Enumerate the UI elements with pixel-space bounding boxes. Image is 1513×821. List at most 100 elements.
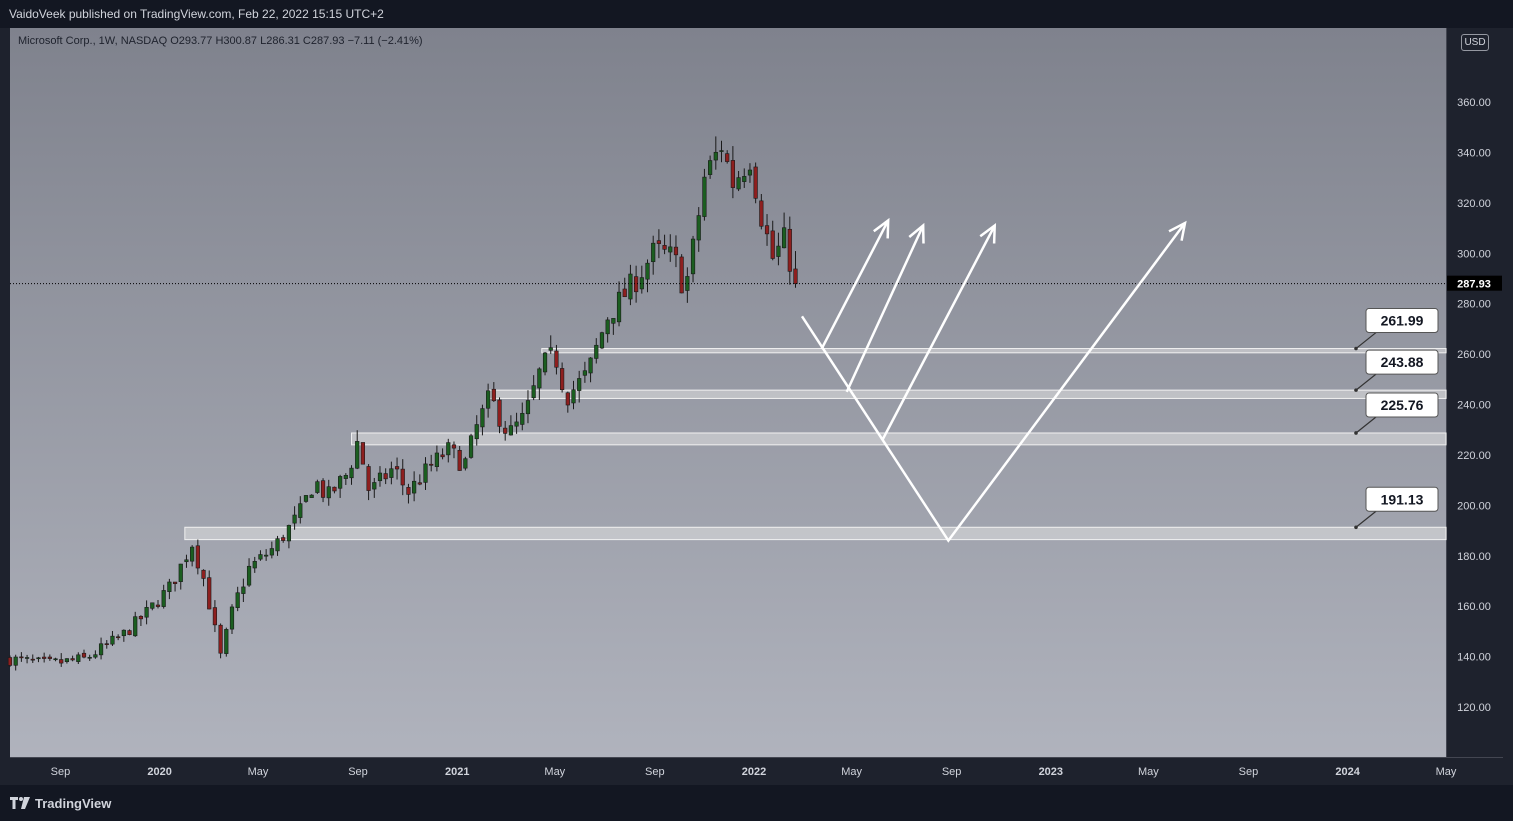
candle	[713, 136, 718, 170]
bounce-arrow	[881, 224, 996, 441]
candle-body	[451, 444, 457, 449]
price-axis	[1446, 28, 1503, 757]
last-price-tag	[1447, 275, 1502, 291]
candle-body	[486, 390, 491, 409]
candle	[332, 486, 337, 494]
tradingview-logo[interactable]: TradingView	[10, 796, 111, 811]
candle	[594, 338, 599, 364]
y-tick-label: 300.00	[1457, 248, 1491, 260]
candle-body	[491, 388, 496, 402]
candle	[451, 441, 457, 459]
candle-body	[719, 150, 724, 152]
candle	[161, 584, 166, 609]
candle-body	[133, 616, 138, 637]
candle-body	[554, 350, 559, 368]
candle	[144, 600, 149, 625]
zone-price-callout: 191.13	[1354, 486, 1439, 530]
candle	[417, 474, 422, 486]
candle-body	[138, 615, 144, 620]
candle-body	[150, 602, 155, 609]
candle	[571, 380, 576, 410]
candle	[36, 656, 41, 663]
candle	[719, 140, 724, 163]
candle	[70, 655, 75, 662]
candle-body	[235, 592, 240, 608]
candle-body	[389, 468, 394, 478]
candle-body	[725, 153, 730, 162]
candle	[275, 535, 280, 556]
candle-body	[292, 514, 297, 524]
tradingview-logo-icon	[10, 797, 30, 809]
candle	[366, 464, 371, 501]
candle-body	[377, 472, 383, 482]
candle	[320, 478, 326, 503]
candle-body	[782, 227, 787, 249]
candle	[577, 370, 582, 403]
candle	[537, 367, 542, 400]
x-tick-label: May	[248, 766, 269, 778]
x-tick-label: Sep	[348, 766, 368, 778]
candle-body	[212, 607, 218, 626]
candle	[429, 454, 434, 472]
x-tick-label: Sep	[51, 766, 71, 778]
candle	[338, 474, 343, 498]
candle-body	[417, 482, 422, 485]
candle-body	[662, 245, 667, 250]
candle-body	[560, 368, 565, 391]
candle-body	[793, 268, 798, 284]
candle	[298, 496, 303, 524]
callout-pointer	[1355, 510, 1377, 528]
callout-anchor	[1354, 388, 1358, 392]
candle-body	[281, 537, 286, 541]
candle-body	[468, 435, 474, 458]
candle-body	[320, 480, 326, 498]
candle-body	[218, 624, 223, 654]
candle	[201, 569, 206, 587]
candle	[30, 654, 35, 663]
candle	[668, 234, 673, 262]
y-tick-label: 320.00	[1457, 198, 1491, 210]
callout-anchor	[1354, 346, 1358, 351]
candle	[690, 235, 696, 283]
candle	[554, 344, 559, 375]
candle	[736, 171, 741, 192]
candle-body	[172, 581, 178, 584]
candle	[172, 581, 178, 592]
x-tick-label: May	[1138, 766, 1159, 778]
candle-body	[651, 242, 656, 263]
candle-body	[696, 215, 701, 241]
candle-body	[770, 230, 775, 259]
y-tick-label: 360.00	[1457, 97, 1491, 109]
candle-body	[753, 166, 758, 199]
candle-body	[332, 486, 337, 492]
candle-body	[582, 370, 587, 376]
candle	[207, 570, 212, 610]
y-tick-label: 260.00	[1457, 349, 1491, 361]
candle-body	[673, 246, 679, 256]
x-tick-label: 2024	[1335, 766, 1360, 778]
candle	[656, 229, 661, 259]
candle	[235, 586, 240, 612]
candle-body	[298, 503, 303, 518]
callout-pointer	[1355, 332, 1377, 350]
candle	[155, 599, 161, 609]
candle-body	[42, 656, 47, 659]
candle	[702, 168, 707, 221]
candle	[190, 545, 195, 567]
candle-body	[13, 656, 18, 666]
x-tick-label: 2021	[445, 766, 469, 778]
candle	[360, 442, 366, 465]
candle	[406, 483, 411, 504]
y-tick-label: 120.00	[1457, 702, 1491, 714]
candle	[178, 563, 183, 590]
chart[interactable]: 120.00 140.00 160.00 180.00 200.00 220.00 240.…	[0, 28, 1513, 785]
candle-body	[514, 421, 519, 427]
currency-badge[interactable]: USD	[1461, 34, 1489, 51]
candle	[269, 541, 274, 559]
candle	[645, 259, 650, 293]
candle	[486, 383, 491, 418]
candle	[81, 649, 87, 659]
candle-body	[338, 476, 343, 489]
candle-body	[355, 441, 360, 469]
candle	[531, 375, 536, 401]
